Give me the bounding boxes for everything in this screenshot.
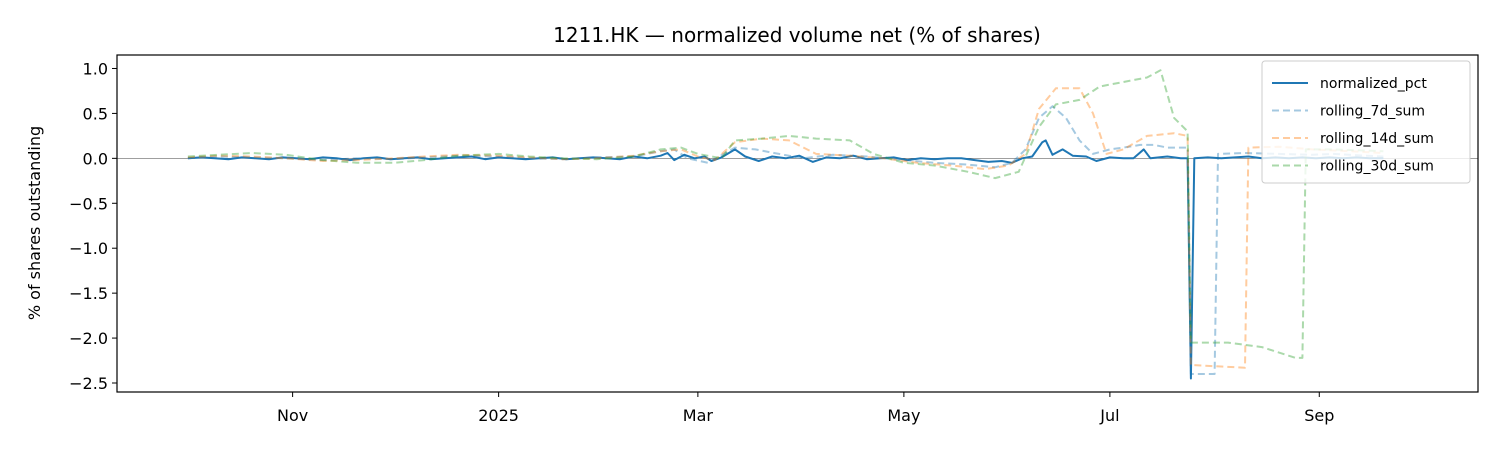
series-line-normalized_pct [187,139,1384,380]
series-line-rolling_30d_sum [187,69,1384,359]
series-line-rolling_7d_sum [187,105,1384,375]
legend: normalized_pct rolling_7d_sum rolling_14d_… [1261,60,1471,184]
y-tick-label: −2.5 [69,374,108,393]
y-tick-label: −0.5 [69,194,108,213]
x-tick-label: Nov [277,406,308,425]
chart-title: 1211.HK — normalized volume net (% of sh… [553,23,1041,47]
legend-entry-rolling_30d_sum: rolling_30d_sum [1320,159,1434,175]
y-tick-label: −1.5 [69,284,108,303]
legend-entry-rolling_7d_sum: rolling_7d_sum [1320,104,1425,120]
legend-entry-normalized_pct: normalized_pct [1320,76,1427,92]
x-tick-label: May [887,406,920,425]
y-axis-label: % of shares outstanding [25,126,44,320]
x-tick-label: 2025 [478,406,519,425]
y-tick-label: 0.0 [83,149,108,168]
plot-area: 1.0 0.5 0.0 −0.5 −1.0 −1.5 −2.0 −2.5 Nov 2025 Mar M… [69,54,1479,425]
axes-frame [116,54,1479,393]
series-layer [187,69,1384,380]
x-tick-label: Mar [683,406,714,425]
y-tick-label: 0.5 [83,104,108,123]
series-line-rolling_14d_sum [187,87,1384,369]
y-tick-label: −2.0 [69,329,108,348]
x-tick-label: Jul [1099,406,1119,425]
y-tick-label: 1.0 [83,59,108,78]
legend-entry-rolling_14d_sum: rolling_14d_sum [1320,131,1434,147]
x-tick-label: Sep [1304,406,1334,425]
legend-box [1261,60,1471,184]
y-tick-label: −1.0 [69,239,108,258]
